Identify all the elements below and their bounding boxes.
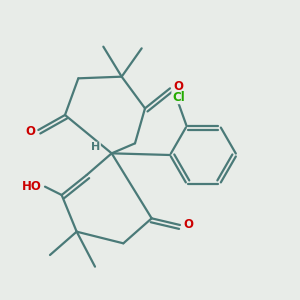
Text: Cl: Cl (172, 91, 185, 103)
Text: O: O (173, 80, 183, 93)
Text: O: O (25, 125, 35, 138)
Text: O: O (183, 218, 193, 230)
Text: H: H (91, 142, 100, 152)
Text: HO: HO (22, 179, 42, 193)
